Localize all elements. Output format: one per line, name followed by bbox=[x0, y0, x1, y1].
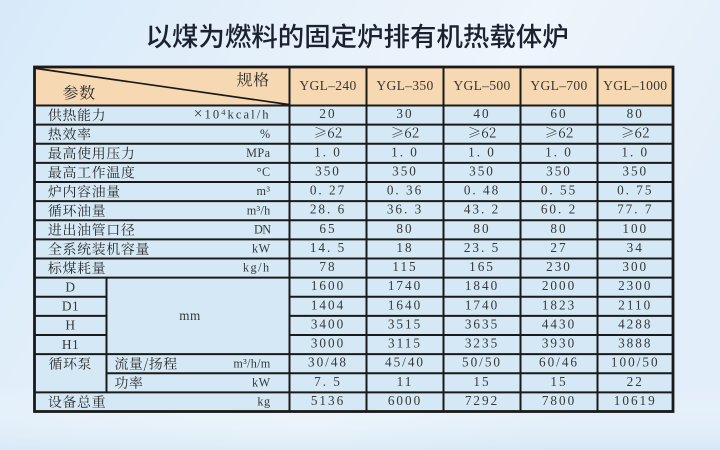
svg-text:165: 165 bbox=[469, 259, 495, 274]
svg-text:7800: 7800 bbox=[542, 393, 576, 408]
svg-text:4430: 4430 bbox=[542, 316, 576, 331]
svg-text:1. 0: 1. 0 bbox=[314, 144, 342, 159]
svg-text:1. 0: 1. 0 bbox=[545, 144, 573, 159]
svg-text:D: D bbox=[65, 279, 75, 294]
svg-text:230: 230 bbox=[546, 259, 572, 274]
svg-text:4288: 4288 bbox=[618, 316, 652, 331]
svg-text:10619: 10619 bbox=[614, 393, 657, 408]
svg-text:80: 80 bbox=[627, 106, 644, 121]
svg-text:%: % bbox=[260, 127, 271, 141]
svg-text:YGL–500: YGL–500 bbox=[453, 78, 510, 93]
svg-text:m³/h/m: m³/h/m bbox=[233, 356, 270, 370]
svg-text:m³: m³ bbox=[256, 184, 270, 198]
svg-text:350: 350 bbox=[546, 163, 572, 178]
svg-text:1600: 1600 bbox=[311, 278, 345, 293]
svg-text:6000: 6000 bbox=[388, 393, 422, 408]
svg-text:36. 3: 36. 3 bbox=[387, 202, 423, 217]
svg-text:100: 100 bbox=[622, 221, 648, 236]
svg-text:3235: 3235 bbox=[465, 336, 499, 351]
svg-text:H1: H1 bbox=[62, 337, 79, 352]
svg-text:1. 0: 1. 0 bbox=[621, 144, 649, 159]
svg-text:3635: 3635 bbox=[465, 316, 499, 331]
svg-text:H: H bbox=[65, 318, 75, 333]
svg-text:7292: 7292 bbox=[465, 393, 499, 408]
svg-text:43. 2: 43. 2 bbox=[464, 202, 500, 217]
svg-text:MPa: MPa bbox=[246, 146, 271, 160]
svg-text:1740: 1740 bbox=[465, 297, 499, 312]
svg-text:D1: D1 bbox=[62, 299, 79, 314]
svg-text:1740: 1740 bbox=[388, 278, 422, 293]
svg-text:350: 350 bbox=[315, 163, 341, 178]
svg-text:40: 40 bbox=[473, 106, 490, 121]
svg-text:77. 7: 77. 7 bbox=[617, 202, 653, 217]
svg-text:18: 18 bbox=[396, 240, 413, 255]
svg-text:350: 350 bbox=[622, 163, 648, 178]
svg-text:80: 80 bbox=[473, 221, 490, 236]
svg-text:YGL–240: YGL–240 bbox=[299, 78, 356, 93]
svg-text:1404: 1404 bbox=[311, 297, 345, 312]
svg-text:0. 36: 0. 36 bbox=[387, 183, 423, 198]
svg-text:15: 15 bbox=[550, 374, 567, 389]
svg-text:11: 11 bbox=[397, 374, 414, 389]
svg-text:60: 60 bbox=[550, 106, 567, 121]
svg-text:1640: 1640 bbox=[388, 297, 422, 312]
svg-text:78: 78 bbox=[319, 259, 336, 274]
svg-text:2110: 2110 bbox=[618, 297, 652, 312]
svg-text:34: 34 bbox=[627, 240, 644, 255]
svg-text:60/46: 60/46 bbox=[539, 355, 579, 370]
svg-text:80: 80 bbox=[396, 221, 413, 236]
svg-text:350: 350 bbox=[392, 163, 418, 178]
svg-text:kW: kW bbox=[252, 375, 271, 389]
svg-text:45/40: 45/40 bbox=[385, 355, 425, 370]
svg-text:100/50: 100/50 bbox=[611, 355, 660, 370]
svg-text:115: 115 bbox=[392, 259, 417, 274]
svg-text:1. 0: 1. 0 bbox=[391, 144, 419, 159]
svg-text:1. 0: 1. 0 bbox=[468, 144, 496, 159]
svg-text:3000: 3000 bbox=[311, 336, 345, 351]
svg-text:0. 27: 0. 27 bbox=[310, 183, 346, 198]
svg-text:1823: 1823 bbox=[542, 297, 576, 312]
svg-text:15: 15 bbox=[473, 374, 490, 389]
svg-text:3115: 3115 bbox=[388, 336, 422, 351]
svg-text:DN: DN bbox=[254, 222, 271, 236]
svg-text:kW: kW bbox=[252, 242, 271, 256]
svg-text:YGL–1000: YGL–1000 bbox=[603, 78, 667, 93]
svg-text:14. 5: 14. 5 bbox=[310, 240, 346, 255]
svg-text:30/48: 30/48 bbox=[308, 355, 348, 370]
svg-text:0. 75: 0. 75 bbox=[617, 183, 653, 198]
svg-text:YGL–700: YGL–700 bbox=[530, 78, 587, 93]
svg-text:2000: 2000 bbox=[542, 278, 576, 293]
svg-text:300: 300 bbox=[622, 259, 648, 274]
svg-text:3888: 3888 bbox=[618, 336, 652, 351]
svg-text:80: 80 bbox=[550, 221, 567, 236]
svg-text:kg: kg bbox=[257, 395, 270, 409]
svg-text:23. 5: 23. 5 bbox=[464, 240, 500, 255]
svg-text:m³/h: m³/h bbox=[247, 203, 271, 217]
svg-text:7. 5: 7. 5 bbox=[314, 374, 342, 389]
svg-text:×104kcal/h: ×104kcal/h bbox=[194, 106, 271, 123]
svg-text:0. 55: 0. 55 bbox=[541, 183, 577, 198]
svg-text:3515: 3515 bbox=[388, 316, 422, 331]
svg-text:27: 27 bbox=[550, 240, 567, 255]
svg-text:kg/h: kg/h bbox=[243, 261, 271, 275]
svg-text:3930: 3930 bbox=[542, 336, 576, 351]
svg-text:22: 22 bbox=[627, 374, 644, 389]
svg-text:mm: mm bbox=[179, 308, 201, 323]
svg-text:20: 20 bbox=[319, 106, 336, 121]
svg-text:3400: 3400 bbox=[311, 316, 345, 331]
svg-text:65: 65 bbox=[319, 221, 336, 236]
svg-text:60. 2: 60. 2 bbox=[541, 202, 577, 217]
svg-text:5136: 5136 bbox=[311, 393, 345, 408]
svg-text:°C: °C bbox=[257, 165, 271, 179]
svg-text:1840: 1840 bbox=[465, 278, 499, 293]
svg-text:2300: 2300 bbox=[618, 278, 652, 293]
svg-text:YGL–350: YGL–350 bbox=[376, 78, 433, 93]
svg-text:0. 48: 0. 48 bbox=[464, 183, 500, 198]
svg-text:350: 350 bbox=[469, 163, 495, 178]
svg-text:28. 6: 28. 6 bbox=[310, 202, 346, 217]
svg-text:50/50: 50/50 bbox=[462, 355, 502, 370]
svg-text:30: 30 bbox=[396, 106, 413, 121]
